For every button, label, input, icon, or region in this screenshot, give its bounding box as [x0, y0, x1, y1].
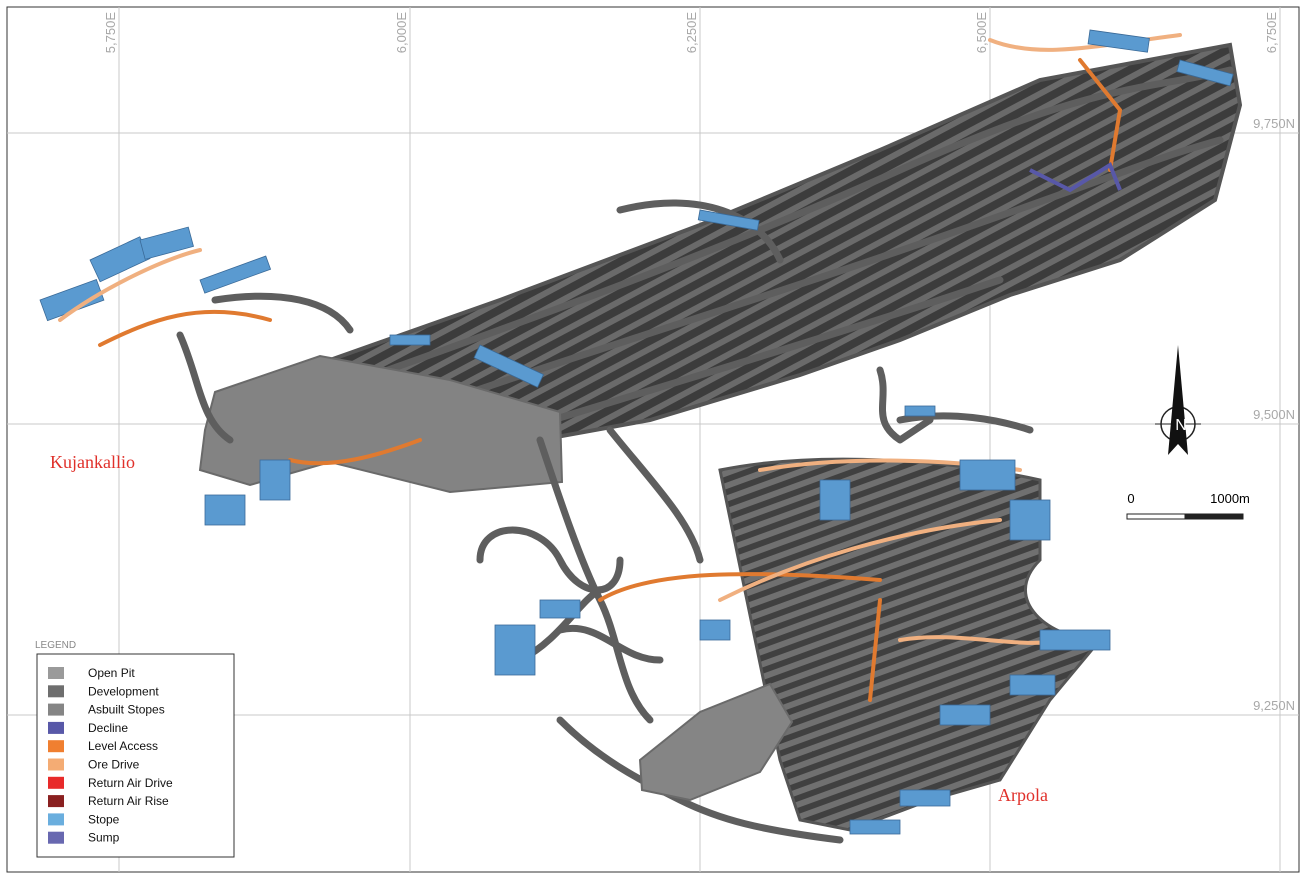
legend-label: Ore Drive [88, 758, 140, 772]
scale-bar: 0 1000m [1126, 491, 1250, 520]
legend-swatch [48, 813, 64, 826]
legend-box [36, 653, 235, 858]
north-label: N [1175, 417, 1187, 434]
legend-label: Open Pit [88, 666, 135, 680]
legend-swatch [48, 703, 64, 716]
northing-label: 9,750N [1253, 116, 1295, 131]
legend-swatch [48, 831, 64, 844]
legend: Open Pit Development Asbuilt Stopes Decline… [48, 666, 173, 845]
legend-swatch [48, 740, 64, 753]
easting-label: 6,250E [684, 12, 699, 54]
north-arrow: N [1155, 345, 1201, 455]
easting-label: 5,750E [103, 12, 118, 54]
legend-title: LEGEND [35, 640, 76, 651]
legend-label: Stope [88, 812, 120, 826]
legend-swatch [48, 758, 64, 771]
place-label: Kujankallio [50, 452, 135, 472]
legend-label: Return Air Rise [88, 794, 169, 808]
place-label: Arpola [998, 785, 1048, 805]
legend-swatch [48, 685, 64, 698]
legend-label: Level Access [88, 739, 158, 753]
mine-workings [39, 29, 1243, 844]
easting-label: 6,750E [1264, 12, 1279, 54]
legend-swatch [48, 795, 64, 808]
legend-swatch [48, 667, 64, 679]
northing-label: 9,500N [1253, 407, 1295, 422]
legend-label: Return Air Drive [88, 776, 173, 790]
legend-label: Asbuilt Stopes [88, 703, 165, 717]
northing-label: 9,250N [1253, 698, 1295, 713]
map-frame [6, 6, 1300, 873]
legend-label: Development [88, 684, 159, 698]
easting-label: 6,500E [974, 12, 989, 54]
easting-label: 6,000E [394, 12, 409, 54]
legend-label: Decline [88, 721, 128, 735]
legend-label: Sump [88, 831, 120, 845]
legend-swatch [48, 776, 64, 789]
scale-start: 0 [1127, 491, 1134, 506]
scale-end: 1000m [1210, 491, 1250, 506]
legend-swatch [48, 721, 64, 734]
